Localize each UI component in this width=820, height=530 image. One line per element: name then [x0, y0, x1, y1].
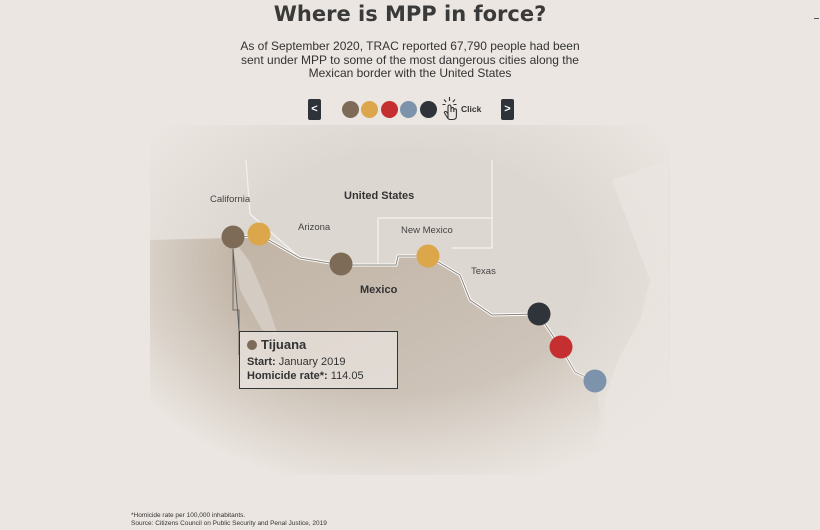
city-marker-2[interactable] [247, 222, 271, 246]
state-borders [245, 159, 493, 265]
click-label: Click [461, 104, 482, 114]
tooltip-start-label: Start: [247, 356, 276, 368]
city-marker-4[interactable] [416, 244, 440, 268]
prev-button[interactable]: < [308, 99, 321, 120]
page-subtitle: As of September 2020, TRAC reported 67,7… [240, 39, 580, 80]
footnote: *Homicide rate per 100,000 inhabitants. … [131, 512, 327, 528]
pointer-hand-icon [442, 97, 457, 121]
label-new-mexico: New Mexico [401, 225, 453, 236]
tooltip-start-value: January 2019 [278, 356, 346, 368]
footnote-definition: *Homicide rate per 100,000 inhabitants. [131, 512, 246, 519]
footnote-source: Source: Citizens Council on Public Secur… [131, 520, 327, 527]
tooltip-homicide-label: Homicide rate*: [247, 370, 328, 382]
label-united-states: United States [344, 190, 414, 202]
tooltip-start-row: Start: January 2019 [247, 356, 345, 368]
tooltip-city-name: Tijuana [261, 337, 307, 352]
city-marker-6[interactable] [549, 335, 573, 359]
city-tooltip: Tijuana Start: January 2019 Homicide rat… [239, 331, 398, 389]
label-texas: Texas [471, 266, 496, 277]
city-marker-5[interactable] [527, 302, 551, 326]
label-arizona: Arizona [298, 222, 331, 233]
city-selector-dot-4[interactable] [400, 101, 417, 118]
next-button[interactable]: > [501, 99, 514, 120]
page-title: Where is MPP in force? [273, 2, 547, 26]
city-selector-dot-3[interactable] [381, 101, 398, 118]
city-marker-tijuana[interactable] [221, 225, 245, 249]
label-california: California [210, 194, 251, 205]
edge-marker [814, 18, 819, 19]
city-selector-dot-2[interactable] [361, 101, 378, 118]
label-mexico: Mexico [360, 284, 398, 296]
tooltip-homicide-row: Homicide rate*: 114.05 [247, 370, 364, 382]
city-selector-dot-5[interactable] [420, 101, 437, 118]
tooltip-color-dot [247, 340, 257, 350]
tooltip-connector [232, 248, 240, 332]
city-marker-3[interactable] [329, 252, 353, 276]
gulf-of-mexico [600, 160, 670, 475]
city-marker-7[interactable] [583, 369, 607, 393]
tooltip-homicide-value: 114.05 [330, 370, 364, 382]
baja-gulf [232, 238, 278, 335]
city-selector-dot-1[interactable] [342, 101, 359, 118]
